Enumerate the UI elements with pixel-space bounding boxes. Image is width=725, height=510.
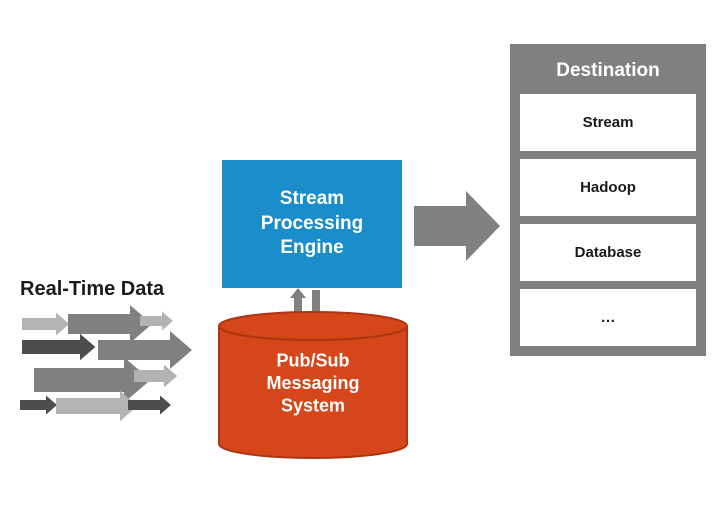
flow-arrow-to-destination — [410, 186, 510, 266]
engine-line-3: Engine — [261, 236, 363, 261]
engine-line-1: Stream — [261, 187, 363, 212]
svg-text:Pub/Sub: Pub/Sub — [277, 351, 350, 371]
destination-item-database: Database — [520, 224, 696, 281]
destination-item-more: … — [520, 289, 696, 346]
destination-item-stream: Stream — [520, 94, 696, 151]
stream-processing-engine-box: Stream Processing Engine — [222, 160, 402, 288]
realtime-arrows-cluster — [0, 0, 200, 430]
destination-header: Destination — [520, 54, 696, 94]
svg-text:System: System — [281, 396, 345, 416]
engine-line-2: Processing — [261, 212, 363, 237]
destination-container: Destination Stream Hadoop Database … — [510, 44, 706, 356]
pubsub-cylinder: Pub/SubMessaging System — [218, 310, 408, 460]
destination-item-hadoop: Hadoop — [520, 159, 696, 216]
svg-text:Messaging: Messaging — [266, 373, 359, 393]
